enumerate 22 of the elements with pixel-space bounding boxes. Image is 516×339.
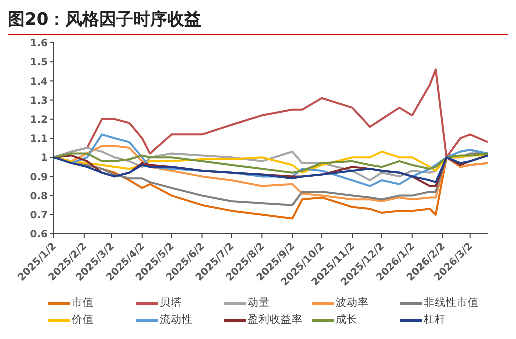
legend-label: 贝塔 xyxy=(160,296,182,310)
y-tick-label: 1.5 xyxy=(30,58,48,69)
legend-label: 非线性市值 xyxy=(424,296,479,310)
y-tick-label: 0.7 xyxy=(30,210,48,222)
legend-label: 杠杆 xyxy=(424,313,446,327)
y-tick-label: 1.3 xyxy=(30,96,48,107)
y-tick-label: 0.6 xyxy=(30,230,48,241)
y-tick-label: 0.8 xyxy=(30,191,48,202)
legend-label: 波动率 xyxy=(336,296,369,310)
legend-label: 动量 xyxy=(248,296,270,310)
legend-label: 盈利收益率 xyxy=(248,313,303,327)
legend-label: 价值 xyxy=(72,313,94,327)
y-tick-label: 1.6 xyxy=(30,38,48,50)
y-tick-label: 0.9 xyxy=(30,172,48,184)
chart-title: 图20：风格因子时序收益 xyxy=(8,8,508,35)
legend-label: 市值 xyxy=(72,296,94,310)
legend-label: 成长 xyxy=(336,313,358,327)
y-tick-label: 1.2 xyxy=(30,114,48,126)
y-tick-label: 1 xyxy=(41,153,48,164)
y-tick-label: 1.1 xyxy=(30,134,48,146)
legend-label: 流动性 xyxy=(160,313,193,327)
y-tick-label: 1.4 xyxy=(30,76,48,88)
